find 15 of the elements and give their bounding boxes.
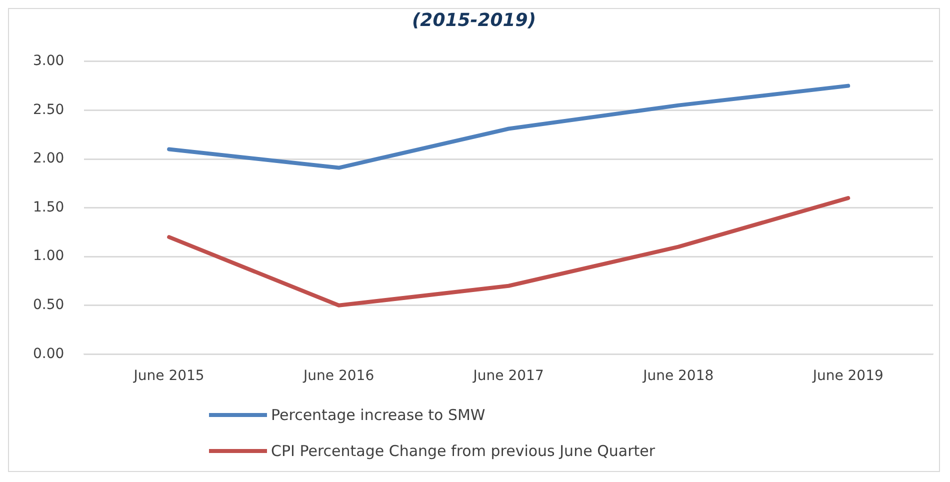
y-tick-label: 2.00: [33, 150, 64, 167]
legend-label: Percentage increase to SMW: [271, 406, 486, 424]
x-tick-label: June 2015: [132, 368, 204, 384]
y-tick-label: 0.00: [33, 346, 64, 362]
x-tick-label: June 2019: [812, 368, 884, 384]
x-tick-label: June 2018: [642, 368, 714, 384]
y-tick-label: 1.00: [33, 248, 64, 264]
x-tick-label: June 2017: [472, 368, 544, 384]
x-tick-label: June 2016: [302, 368, 374, 384]
legend-label: CPI Percentage Change from previous June Quarter: [271, 442, 656, 460]
y-tick-label: 0.50: [33, 297, 64, 314]
chart-title: (2015-2019): [410, 9, 538, 33]
y-tick-label: 2.50: [33, 102, 64, 118]
y-tick-label: 1.50: [33, 199, 64, 216]
y-tick-label: 3.00: [33, 53, 64, 70]
